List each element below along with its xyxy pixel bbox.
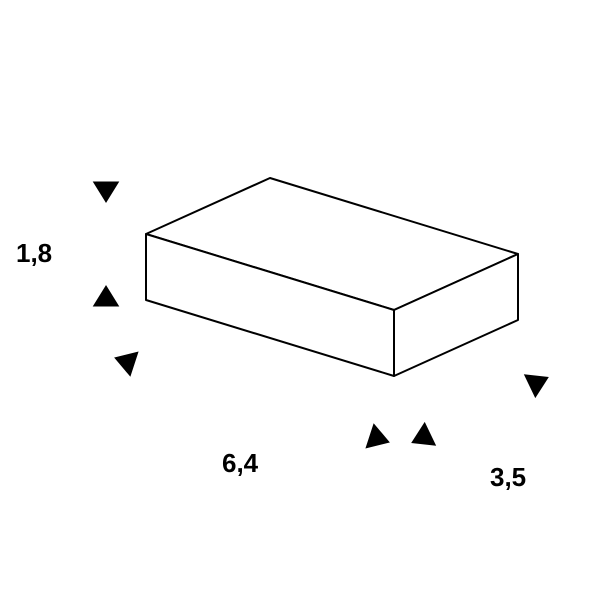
length-label: 6,4: [222, 448, 258, 479]
dimension-diagram: 1,8 6,4 3,5: [0, 0, 600, 600]
height-label: 1,8: [16, 238, 52, 269]
diagram-svg: [0, 0, 600, 600]
width-label: 3,5: [490, 462, 526, 493]
